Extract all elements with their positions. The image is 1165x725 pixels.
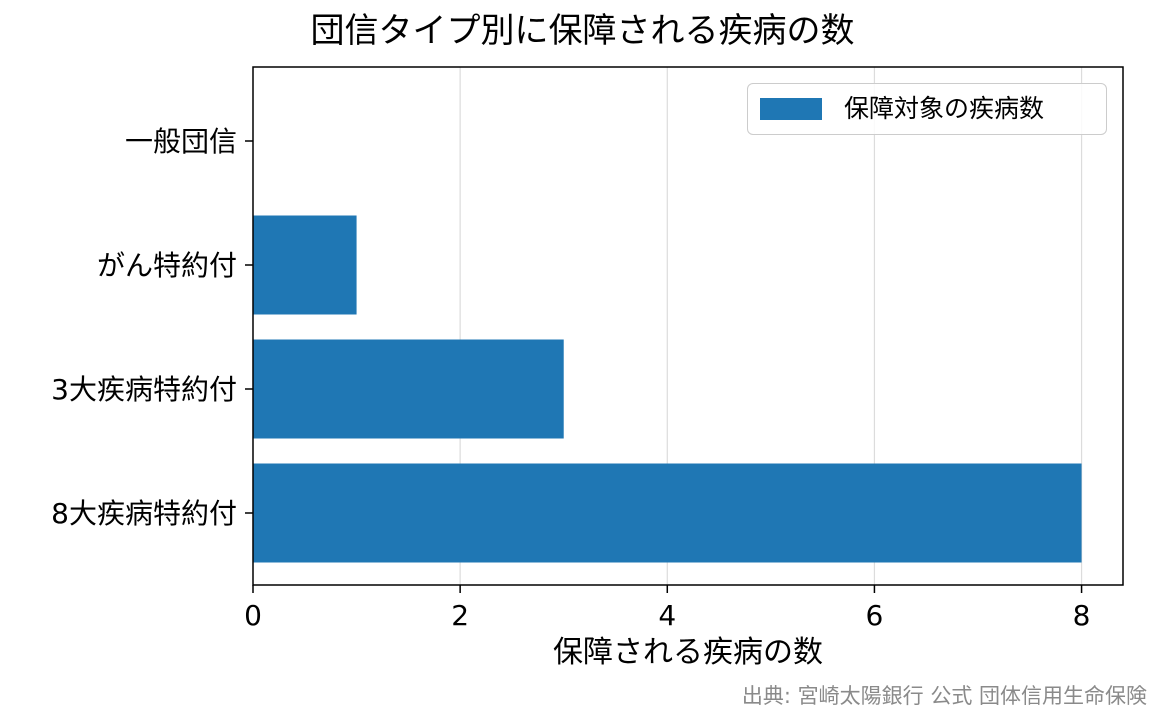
bar-layer <box>253 215 1082 563</box>
chart-title: 団信タイプ別に保障される疾病の数 <box>310 11 855 51</box>
bar <box>253 339 564 439</box>
y-tick-label: 8大疾病特約付 <box>51 497 237 530</box>
source-note: 出典: 宮崎太陽銀行 公式 団体信用生命保険 <box>741 684 1147 708</box>
plot-frame <box>252 66 1124 586</box>
x-tick-label: 8 <box>1073 599 1091 632</box>
x-tick-label: 0 <box>244 599 262 632</box>
x-tick-label: 2 <box>451 599 469 632</box>
legend-label: 保障対象の疾病数 <box>844 94 1045 123</box>
y-tick-label: 3大疾病特約付 <box>51 373 237 406</box>
y-tick-label: がん特約付 <box>97 249 237 282</box>
bar <box>253 463 1082 563</box>
x-axis-label: 保障される疾病の数 <box>553 635 823 670</box>
legend-swatch <box>760 98 822 120</box>
x-tick-label: 6 <box>866 599 884 632</box>
x-tick-label: 4 <box>658 599 676 632</box>
legend: 保障対象の疾病数 <box>747 83 1107 135</box>
y-tick-label: 一般団信 <box>125 125 237 158</box>
bar <box>253 215 357 315</box>
